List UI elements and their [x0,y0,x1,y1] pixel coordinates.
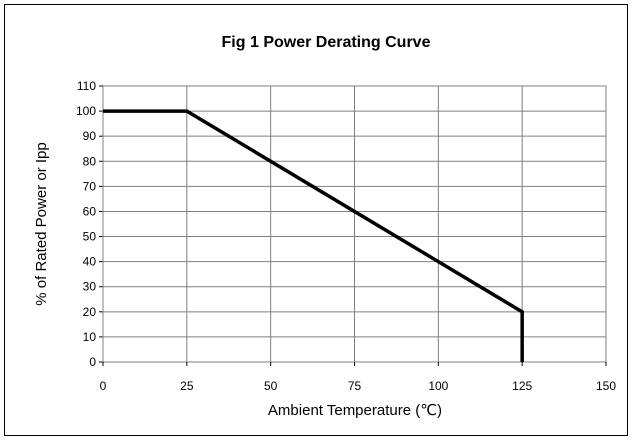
x-tick-label: 25 [180,379,194,393]
x-tick-label: 150 [596,379,616,393]
x-tick-label: 100 [428,379,448,393]
y-tick-label: 40 [83,255,97,269]
x-tick-label: 50 [264,379,278,393]
y-tick-label: 110 [77,79,96,93]
y-tick-label: 90 [83,129,97,143]
y-tick-label: 100 [76,104,96,118]
y-tick-label: 60 [83,204,97,218]
y-tick-label: 30 [83,280,97,294]
y-tick-label: 50 [83,230,97,244]
y-axis-title: % of Rated Power or Ipp [33,142,50,305]
y-tick-labels: 0 10 20 30 40 50 60 70 80 90 100 110 [76,79,96,369]
y-tick-label: 80 [83,154,97,168]
y-tick-label: 20 [83,305,97,319]
series-group [102,109,524,363]
x-tick-label: 125 [512,379,532,393]
chart-title: Fig 1 Power Derating Curve [222,34,431,51]
x-tick-labels: 0 25 50 75 100 125 150 [100,379,617,393]
x-tick-label: 75 [348,379,362,393]
x-tick-label: 0 [100,379,107,393]
y-tick-label: 0 [89,355,96,369]
derating-curve-line [103,109,524,362]
y-tick-label: 70 [83,179,97,193]
x-axis-title: Ambient Temperature (℃) [268,402,442,419]
y-tick-label: 10 [83,330,97,344]
